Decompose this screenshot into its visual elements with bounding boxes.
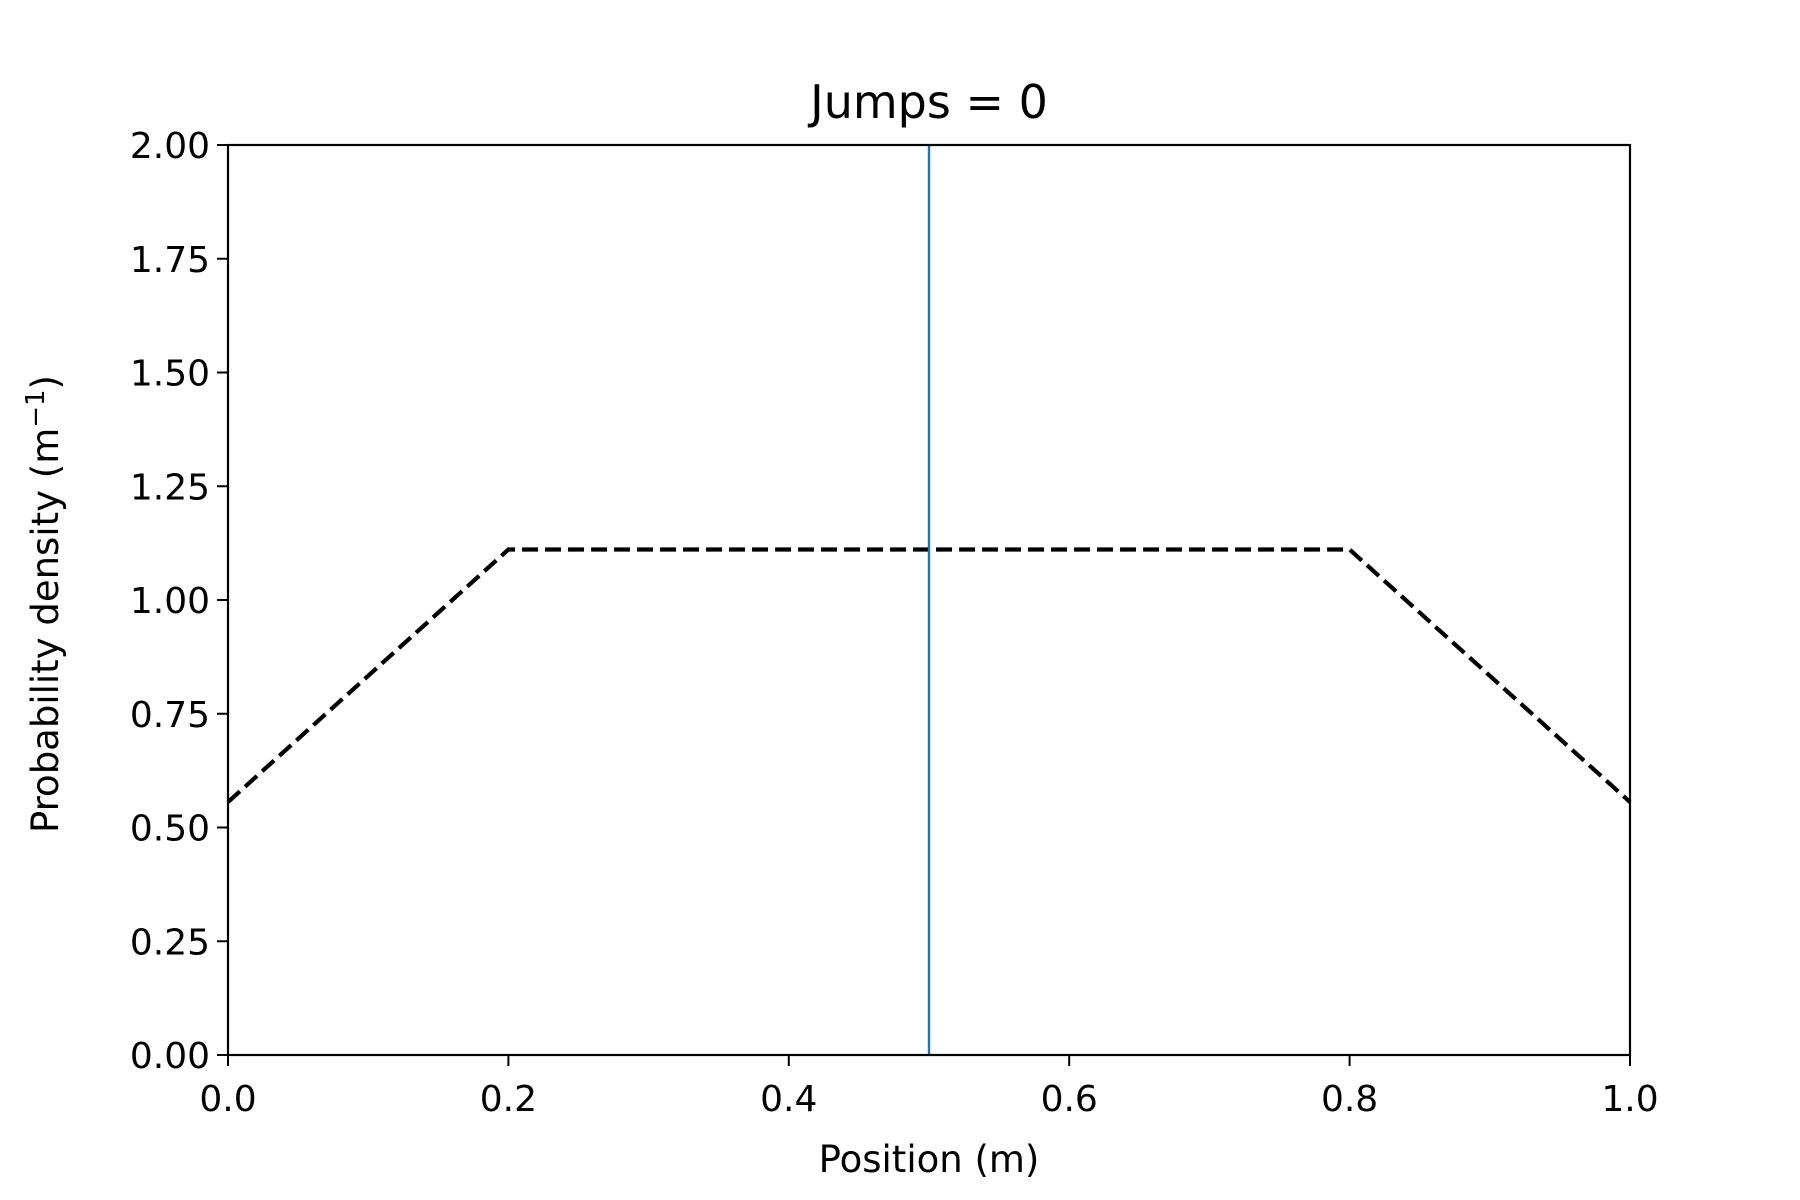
x-tick-label: 0.0 [199, 1079, 256, 1120]
y-axis-label-superscript: −1 [21, 389, 51, 427]
y-axis-label: Probability density (m−1) [21, 375, 67, 833]
x-tick-label: 0.8 [1321, 1079, 1378, 1120]
y-axis-label-close: ) [24, 375, 67, 389]
y-tick-label: 1.50 [130, 354, 210, 395]
x-axis: 0.0 0.2 0.4 0.6 0.8 1.0 [199, 1055, 1659, 1120]
axes-frame [226, 143, 1632, 1057]
y-axis: 0.00 0.25 0.50 0.75 1.00 1.25 1.50 1.75 2.00 [130, 126, 228, 1077]
y-tick-label: 1.00 [130, 581, 210, 622]
plot-area [226, 145, 1632, 1055]
y-tick-label: 0.00 [130, 1036, 210, 1077]
x-tick-label: 0.4 [760, 1079, 817, 1120]
x-tick-label: 0.2 [480, 1079, 537, 1120]
y-tick-label: 2.00 [130, 126, 210, 167]
y-tick-label: 0.25 [130, 922, 210, 963]
y-tick-label: 0.75 [130, 695, 210, 736]
x-axis-label: Position (m) [819, 1138, 1040, 1181]
y-tick-label: 1.75 [130, 240, 210, 281]
x-tick-label: 0.6 [1041, 1079, 1098, 1120]
y-axis-label-main: Probability density (m [24, 428, 67, 833]
y-tick-label: 0.50 [130, 809, 210, 850]
x-tick-label: 1.0 [1601, 1079, 1658, 1120]
chart-title: Jumps = 0 [807, 75, 1048, 129]
y-tick-label: 1.25 [130, 467, 210, 508]
